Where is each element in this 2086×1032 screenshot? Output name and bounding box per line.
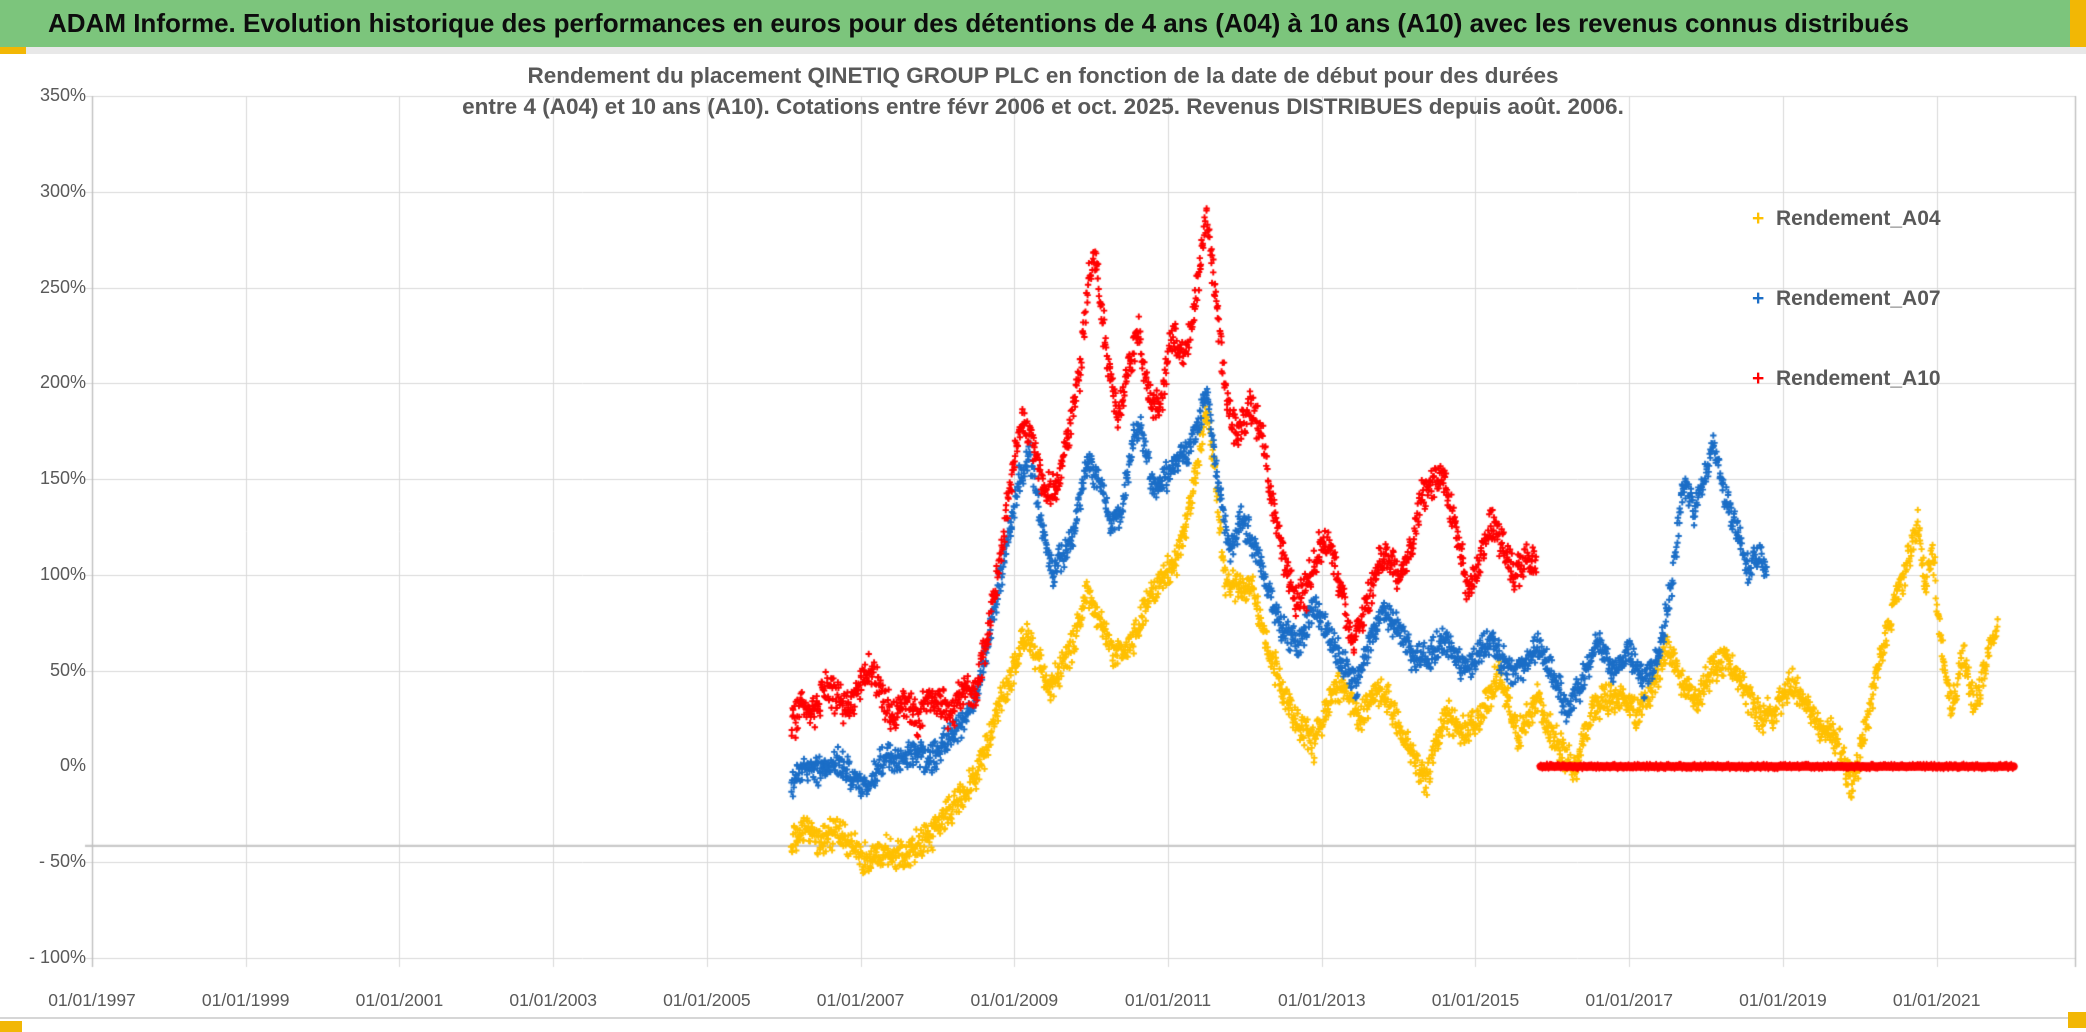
x-axis-tick-label: 01/01/2007 bbox=[816, 990, 905, 1010]
corner-accent-bottom-right bbox=[2068, 1012, 2086, 1028]
y-axis-tick-label: 300% bbox=[39, 180, 86, 201]
header-bar: ADAM Informe. Evolution historique des p… bbox=[0, 0, 2086, 47]
page-title: ADAM Informe. Evolution historique des p… bbox=[48, 8, 1909, 38]
x-axis-tick-label: 01/01/2019 bbox=[1739, 990, 1827, 1010]
slide-bottom-edge bbox=[0, 1017, 2086, 1019]
y-axis-tick-label: 150% bbox=[39, 468, 86, 489]
y-axis-tick-label: 200% bbox=[39, 372, 86, 393]
y-axis-tick-label: - 50% bbox=[38, 851, 86, 872]
x-axis-tick-label: 01/01/1997 bbox=[48, 990, 136, 1010]
legend-marker-a04-icon: + bbox=[1752, 207, 1765, 230]
corner-accent-bottom-left bbox=[0, 1021, 22, 1032]
x-axis-tick-label: 01/01/2001 bbox=[355, 990, 444, 1010]
legend-label-a10: Rendement_A10 bbox=[1776, 367, 1941, 390]
legend-item-a04[interactable]: + Rendement_A04 bbox=[1752, 202, 1941, 236]
legend-marker-a07-icon: + bbox=[1752, 287, 1765, 310]
y-axis-tick-label: 100% bbox=[39, 563, 86, 584]
x-axis-tick-label: 01/01/2009 bbox=[970, 990, 1059, 1010]
corner-accent-top-left bbox=[0, 47, 26, 58]
x-axis-tick-label: 01/01/2017 bbox=[1585, 990, 1673, 1010]
y-axis-tick-label: - 100% bbox=[28, 947, 86, 967]
legend-marker-a10-icon: + bbox=[1752, 367, 1765, 390]
x-axis-tick-label: 01/01/2005 bbox=[663, 990, 751, 1010]
x-axis-tick-label: 01/01/2013 bbox=[1277, 990, 1366, 1010]
chart-title-line-2: entre 4 (A04) et 10 ans (A10). Cotations… bbox=[462, 94, 1624, 119]
corner-accent-top-right bbox=[2070, 0, 2086, 47]
chart-title-line-1: Rendement du placement QINETIQ GROUP PLC… bbox=[527, 63, 1559, 88]
chart: Rendement du placement QINETIQ GROUP PLC… bbox=[0, 54, 2086, 1032]
legend-item-a07[interactable]: + Rendement_A07 bbox=[1752, 282, 1941, 316]
y-axis-tick-label: 350% bbox=[39, 85, 86, 105]
x-axis-tick-label: 01/01/2021 bbox=[1892, 990, 1981, 1010]
chart-canvas bbox=[0, 54, 2086, 1032]
y-axis-tick-label: 250% bbox=[39, 276, 86, 297]
x-axis-tick-label: 01/01/2003 bbox=[509, 990, 597, 1010]
legend-label-a04: Rendement_A04 bbox=[1776, 207, 1941, 230]
x-axis-tick-label: 01/01/1999 bbox=[201, 990, 290, 1010]
header-divider bbox=[0, 47, 2086, 54]
x-axis-tick-label: 01/01/2015 bbox=[1431, 990, 1520, 1010]
legend-item-a10[interactable]: + Rendement_A10 bbox=[1752, 362, 1941, 396]
x-axis-tick-label: 01/01/2011 bbox=[1124, 990, 1212, 1010]
y-axis-tick-label: 0% bbox=[59, 755, 86, 776]
legend-label-a07: Rendement_A07 bbox=[1776, 287, 1941, 310]
y-axis-tick-label: 50% bbox=[49, 659, 86, 680]
